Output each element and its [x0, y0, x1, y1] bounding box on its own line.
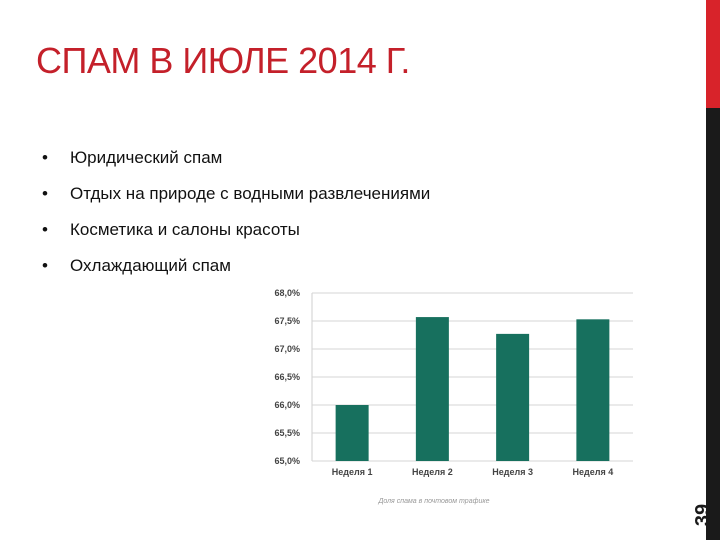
y-tick-label: 65,0%	[274, 456, 300, 466]
y-tick-label: 65,5%	[274, 428, 300, 438]
x-tick-label: Неделя 4	[573, 467, 614, 477]
side-accent-bar-red	[706, 0, 720, 108]
y-tick-label: 68,0%	[274, 288, 300, 298]
bar	[496, 333, 530, 461]
x-tick-label: Неделя 2	[412, 467, 453, 477]
slide-title: СПАМ В ИЮЛЕ 2014 Г.	[36, 40, 410, 81]
bullet-text: Юридический спам	[70, 148, 223, 167]
bullet-item: • Отдых на природе с водными развлечениям…	[42, 176, 642, 212]
bullet-text: Охлаждающий спам	[70, 256, 231, 275]
bar	[576, 319, 610, 461]
bullet-text: Отдых на природе с водными развлечениями	[70, 184, 431, 203]
chart-caption: Доля спама в почтовом трафике	[377, 498, 489, 505]
x-tick-label: Неделя 1	[332, 467, 373, 477]
bullet-dot: •	[42, 220, 48, 239]
bullet-item: • Косметика и салоны красоты	[42, 212, 642, 248]
bar	[335, 405, 369, 461]
bullet-item: • Охлаждающий спам	[42, 248, 642, 284]
y-tick-label: 67,0%	[274, 344, 300, 354]
y-tick-label: 66,5%	[274, 372, 300, 382]
bullet-text: Косметика и салоны красоты	[70, 220, 300, 239]
page-number: 39	[692, 503, 714, 527]
bar	[415, 317, 449, 461]
x-tick-label: Неделя 3	[492, 467, 533, 477]
side-accent-bar	[706, 0, 720, 540]
y-tick-label: 66,0%	[274, 400, 300, 410]
bar-chart: 65,0% 65,5% 66,0% 66,5% 67,0% 67,5% 68,0% Недел…	[274, 288, 633, 505]
bullet-item: • Юридический спам	[42, 140, 642, 176]
bullet-dot: •	[42, 256, 48, 275]
bullet-dot: •	[42, 184, 48, 203]
bullet-list: • Юридический спам • Отдых на природе с во…	[42, 140, 642, 284]
y-tick-label: 67,5%	[274, 316, 300, 326]
bullet-dot: •	[42, 148, 48, 167]
